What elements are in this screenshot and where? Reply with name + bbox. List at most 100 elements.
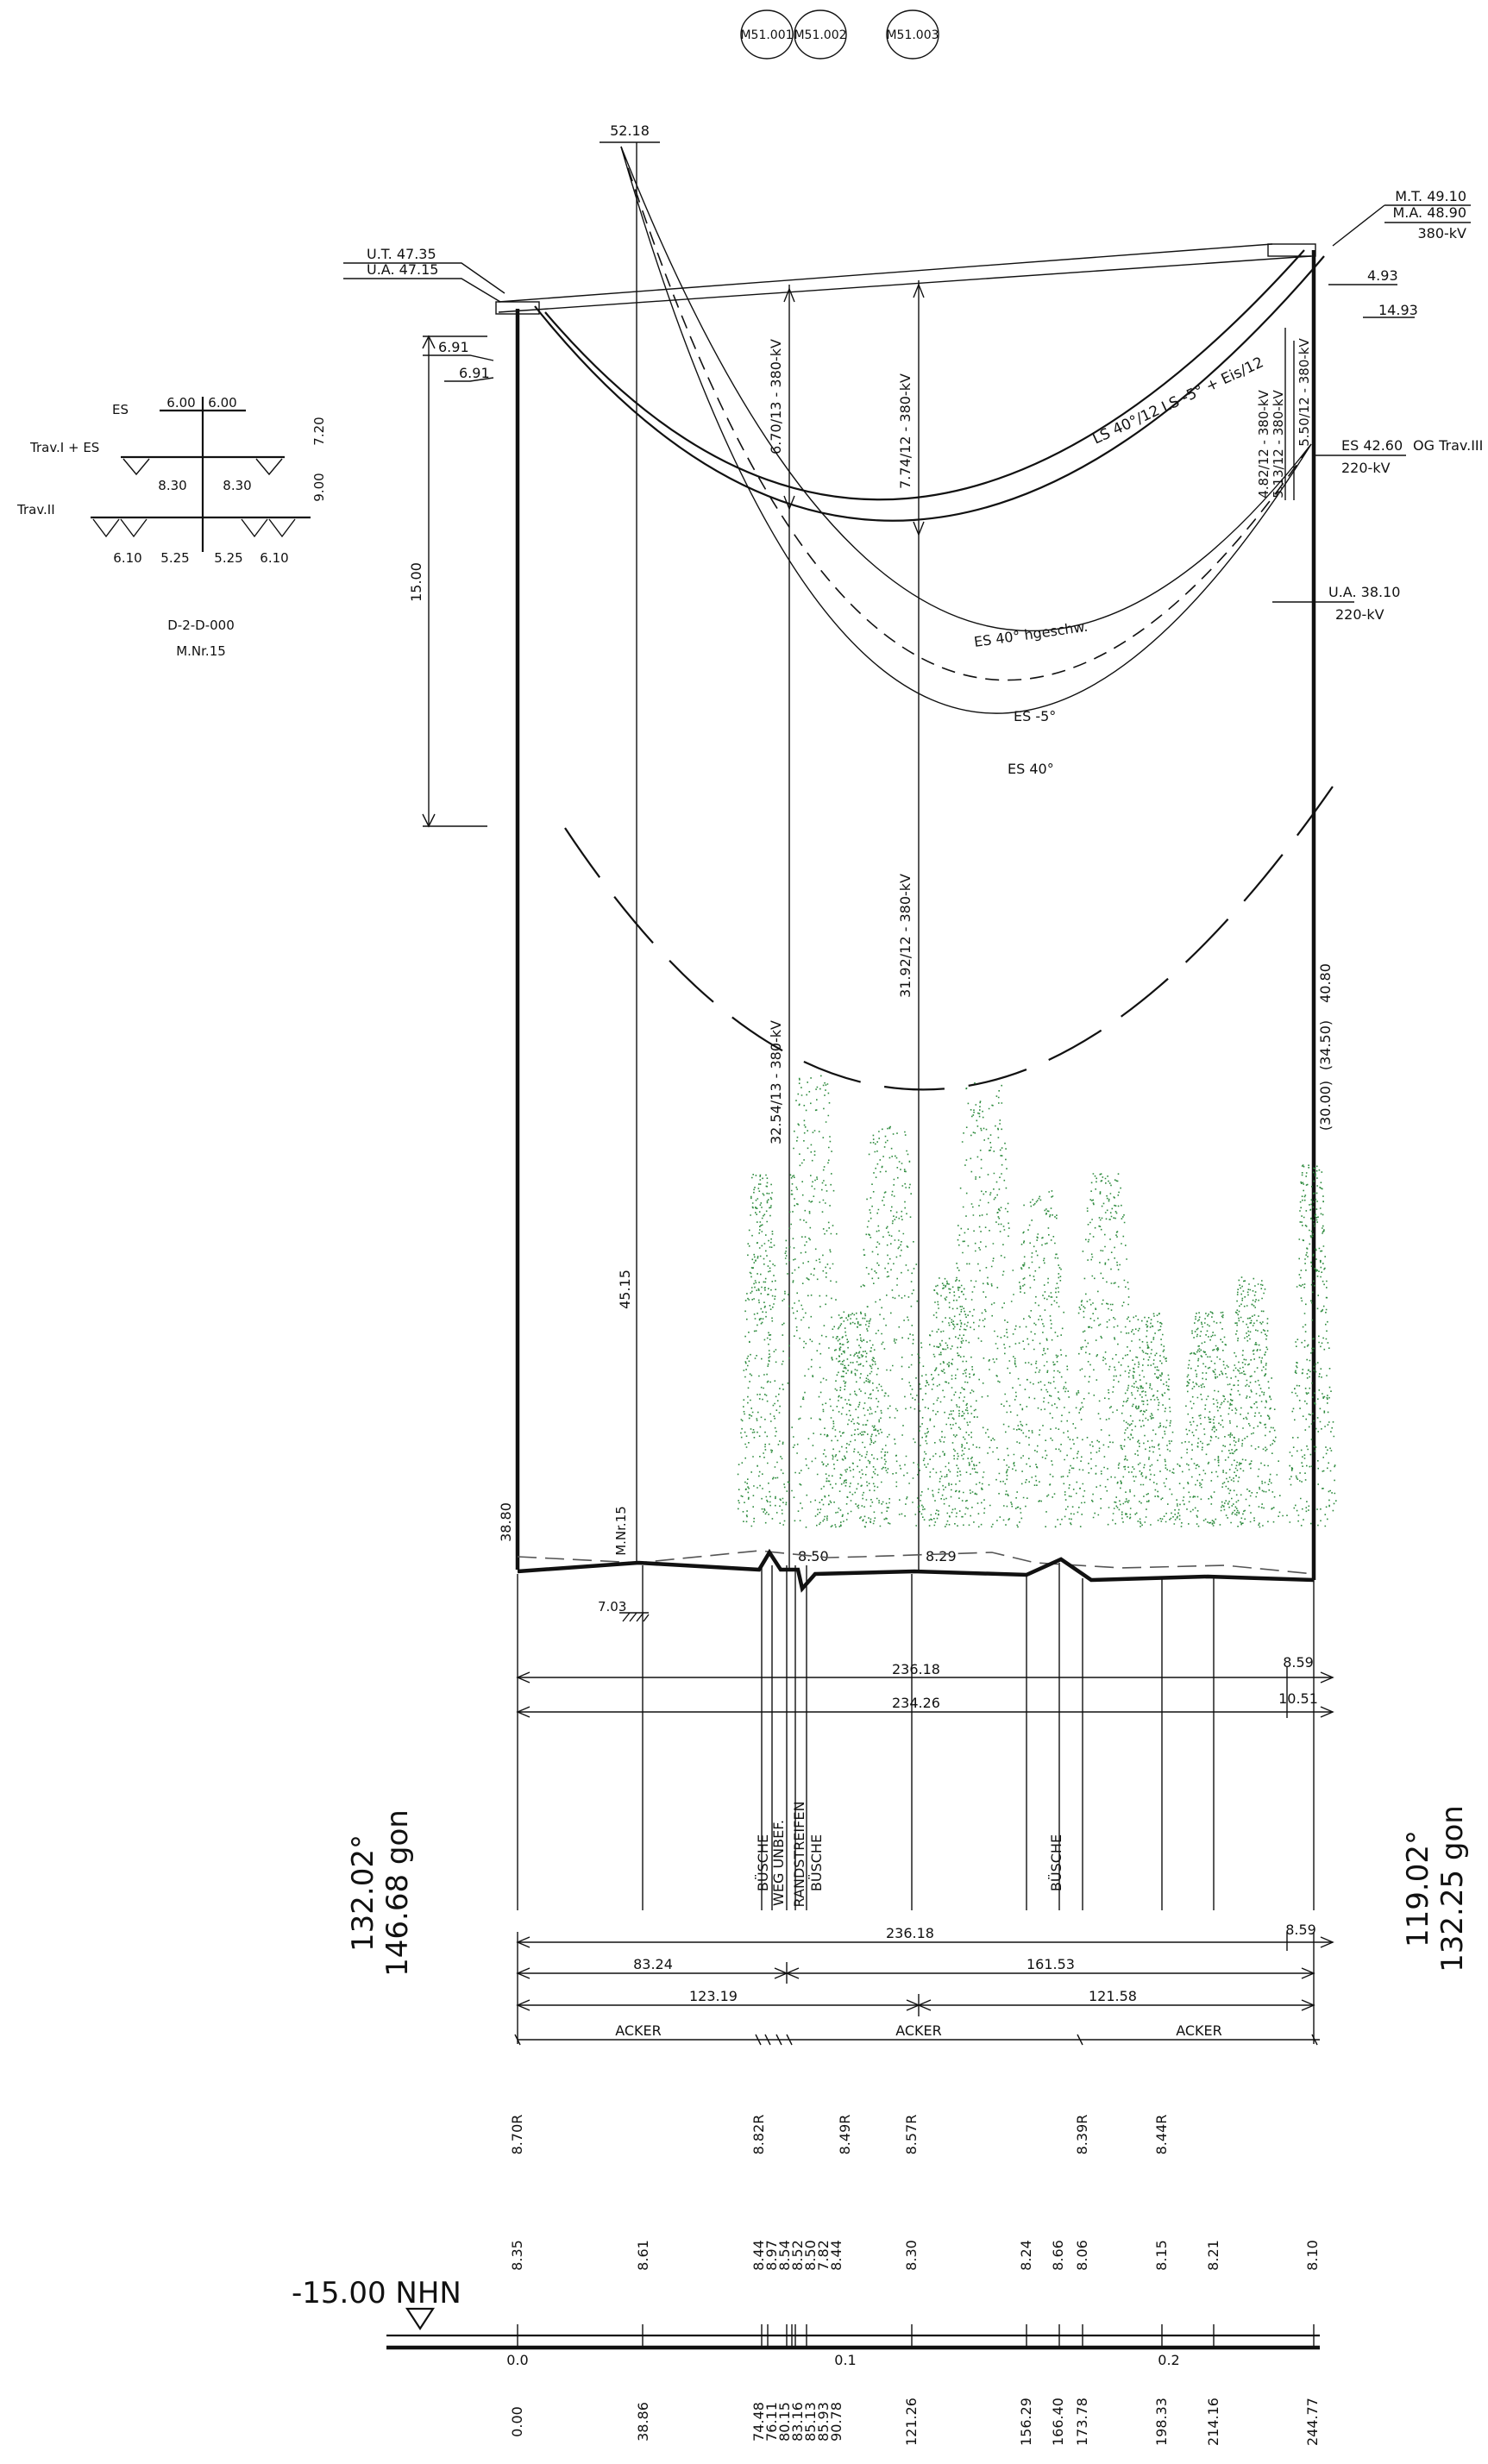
station-value: 121.26	[903, 2398, 920, 2446]
terrain-height: 8.21	[1205, 2240, 1221, 2271]
schematic-tower-type: D-2-D-000	[167, 618, 235, 633]
feature-label: BÜSCHE	[755, 1834, 771, 1891]
km-tick: 0.1	[834, 2352, 856, 2368]
right-dim: 4.93	[1367, 267, 1398, 284]
station-value: 85.13	[802, 2402, 819, 2442]
schematic-trav2-label: Trav.II	[16, 502, 55, 517]
schematic-value: 6.00	[208, 395, 236, 411]
feature-label: WEG UNBEF.	[770, 1820, 787, 1906]
clearance-value: 4.82/12 - 380-kV	[1256, 390, 1271, 498]
terrain-reference-line	[517, 1550, 1315, 1575]
land-use-label: ACKER	[615, 2022, 662, 2039]
dashed-arc	[564, 767, 1347, 1091]
marker-label: M51.003	[886, 28, 939, 42]
schematic-value: 5.25	[214, 550, 242, 566]
schematic-value: 8.30	[158, 478, 186, 493]
schematic-value: 6.10	[113, 550, 141, 566]
terrain-height: 8.10	[1304, 2240, 1321, 2271]
bottom-dim: 123.19	[689, 1988, 738, 2004]
span-top-value: 52.18	[610, 122, 650, 139]
land-use-label: ACKER	[1176, 2022, 1222, 2039]
station-value: 173.78	[1074, 2398, 1090, 2446]
terrain-height: 8.52	[789, 2240, 806, 2271]
es40-curve	[620, 146, 1312, 714]
terrain-height: 8.66	[1050, 2240, 1066, 2271]
r-values-row: 8.70R 8.82R 8.49R 8.57R 8.39R 8.44R	[509, 2115, 1170, 2155]
schematic-value: 8.30	[223, 478, 251, 493]
tower-schematic: ES 6.00 6.00 Trav.I + ES 8.30 8.30 Trav.…	[16, 395, 327, 659]
station-value: 244.77	[1304, 2398, 1321, 2446]
curve-label-ls-minus5: LS -5° + Eis/12	[1159, 354, 1266, 416]
marker-circle	[794, 9, 847, 60]
left-tower: U.T. 47.35 U.A. 47.15 6.91 6.91 15.00 38…	[343, 246, 540, 1977]
schematic-value: 5.25	[160, 550, 189, 566]
terrain-height: 7.82	[815, 2240, 832, 2271]
bottom-dim: 8.59	[1285, 1922, 1316, 1938]
terrain-height: 8.06	[1074, 2240, 1090, 2271]
terrain-height: 8.61	[635, 2240, 651, 2271]
left-angle-deg: 132.02°	[346, 1834, 380, 1952]
station-value: 198.33	[1153, 2398, 1170, 2446]
mast-elevation: 7.03	[598, 1599, 626, 1614]
schematic-mast-no: M.Nr.15	[176, 643, 226, 659]
terrain-height: 8.54	[776, 2240, 793, 2271]
marker-label: M51.002	[794, 28, 846, 42]
left-ground-height: 38.80	[498, 1502, 514, 1542]
station-value: 166.40	[1050, 2398, 1066, 2446]
curve-label-es40: ES 40°	[1008, 761, 1054, 777]
r-value: 8.49R	[837, 2115, 853, 2155]
station-value: 0.00	[509, 2406, 525, 2437]
conductor-curves: 52.18 LS 40°/12 LS -5° + Eis/12 ES 40° h…	[498, 122, 1347, 1561]
bottom-dim: 121.58	[1089, 1988, 1137, 2004]
station-value: 38.86	[635, 2402, 651, 2442]
feature-label: RANDSTREIFEN	[791, 1802, 807, 1908]
station-value: 85.93	[815, 2402, 832, 2442]
right-ua-label: U.A. 38.10	[1328, 584, 1400, 600]
clearance-value: 6.70/13 - 380-kV	[768, 339, 784, 455]
marker-group: M51.001 M51.002 M51.003	[740, 9, 939, 60]
left-ua-label: U.A. 47.15	[367, 261, 438, 278]
r-value: 8.39R	[1074, 2115, 1090, 2155]
left-offset-label: 6.91	[438, 339, 469, 355]
vegetation-stipple	[737, 1075, 1337, 1528]
terrain-profile	[517, 1548, 1315, 1593]
feature-label: BÜSCHE	[808, 1834, 825, 1891]
bottom-dim: 83.24	[633, 1956, 673, 1972]
clearance-lines: 6.70/13 - 380-kV 7.74/12 - 380-kV 4.82/1…	[598, 280, 1312, 1614]
datum-triangle-icon	[405, 2307, 436, 2331]
schematic-height: 7.20	[311, 417, 327, 445]
station-value: 214.16	[1205, 2398, 1221, 2446]
span-dim: 8.59	[1283, 1654, 1314, 1671]
r-value: 8.44R	[1153, 2115, 1170, 2155]
right-angle-gon: 132.25 gon	[1435, 1805, 1470, 1972]
left-ut-label: U.T. 47.35	[367, 246, 436, 262]
ground-clearance: 8.50	[798, 1548, 829, 1564]
clearance-value: 5.50/12 - 380-kV	[1297, 338, 1312, 447]
bottom-dim: 161.53	[1027, 1956, 1075, 1972]
schematic-value: 6.00	[166, 395, 195, 411]
station-value: 76.11	[763, 2402, 780, 2442]
curve-label-es-minus5: ES -5°	[1014, 708, 1056, 724]
station-value: 156.29	[1018, 2398, 1034, 2446]
terrain-height: 8.30	[903, 2240, 920, 2271]
marker-circle	[886, 9, 939, 60]
schematic-value: 6.10	[260, 550, 288, 566]
right-tower: M.T. 49.10 M.A. 48.90 380-kV 4.93 14.93 …	[1267, 188, 1483, 1972]
es40-hgeschw-curve	[620, 146, 1312, 631]
right-dim: 14.93	[1378, 302, 1418, 318]
schematic-es-label: ES	[112, 402, 129, 417]
left-angle-gon: 146.68 gon	[380, 1809, 415, 1977]
r-value: 8.70R	[509, 2115, 525, 2155]
right-height: (30.00)	[1317, 1081, 1334, 1131]
span-dim: 236.18	[892, 1661, 940, 1677]
feature-label: BÜSCHE	[1048, 1834, 1064, 1891]
span-dimensions: 236.18 8.59 234.26 10.51	[516, 1654, 1334, 1718]
ground-clearance: 8.29	[926, 1548, 957, 1564]
right-og-label: OG Trav.III	[1413, 437, 1483, 454]
km-tick: 0.2	[1158, 2352, 1179, 2368]
left-offset-label: 6.91	[459, 365, 490, 381]
bottom-dimensions: 236.18 8.59 83.24 161.53 123.19 121.58 A…	[514, 1922, 1334, 2046]
right-ua-voltage: 220-kV	[1335, 606, 1384, 623]
terrain-heights-row: 8.35 8.61 8.44 8.97 8.54 8.52 8.50 7.82 …	[509, 2240, 1321, 2271]
